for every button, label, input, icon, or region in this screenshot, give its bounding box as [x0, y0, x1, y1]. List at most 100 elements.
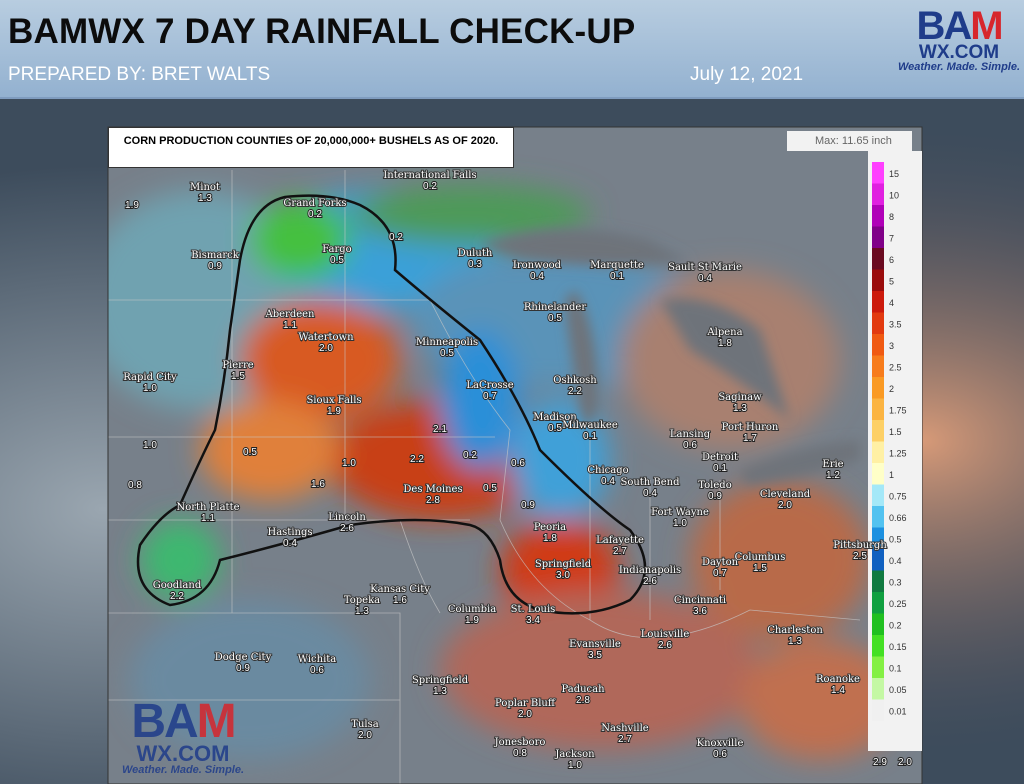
city-rainfall: 0.4	[643, 488, 657, 499]
city-name: Knoxville	[697, 738, 744, 749]
legend-swatch	[872, 162, 884, 184]
city-rainfall: 0.2	[423, 181, 437, 192]
city-rainfall: 2.7	[613, 546, 627, 557]
city-name: Milwaukee	[562, 420, 618, 431]
legend-swatch	[872, 420, 884, 442]
city-name: Lincoln	[328, 512, 366, 523]
city-name: South Bend	[620, 477, 680, 488]
legend-label: 2	[889, 384, 894, 394]
city-rainfall: 0.4	[698, 273, 712, 284]
city-name: Sault St Marie	[668, 262, 742, 273]
map	[108, 127, 922, 784]
legend-swatch	[872, 334, 884, 356]
legend-swatch	[872, 570, 884, 592]
city-name: Pittsburgh	[833, 540, 887, 551]
city-name: Goodland	[153, 580, 202, 591]
legend-swatch	[872, 635, 884, 657]
city-rainfall: 2.5	[853, 551, 867, 562]
rainfall-value: 0.8	[128, 480, 142, 491]
legend-label: 1.5	[889, 427, 902, 437]
city-rainfall: 0.4	[601, 476, 615, 487]
rainfall-value: 2.0	[898, 757, 912, 768]
city-rainfall: 0.7	[713, 568, 727, 579]
legend-swatch	[872, 248, 884, 270]
title: BAMWX 7 DAY RAINFALL CHECK-UP	[8, 12, 636, 51]
city-rainfall: 1.0	[568, 760, 582, 771]
city-name: Evansville	[569, 639, 621, 650]
legend-label: 15	[889, 169, 899, 179]
legend-swatch	[872, 527, 884, 549]
legend-label: 0.15	[889, 642, 907, 652]
city-rainfall: 1.3	[198, 193, 212, 204]
city-rainfall: 0.1	[713, 463, 727, 474]
legend-label: 7	[889, 233, 894, 243]
legend-label: 0.01	[889, 706, 907, 716]
city-name: Cleveland	[760, 489, 811, 500]
city-name: Topeka	[344, 595, 380, 606]
city-name: Springfield	[412, 675, 469, 686]
legend-swatch	[872, 291, 884, 313]
city-name: Madison	[533, 412, 577, 423]
city-name: Detroit	[702, 452, 738, 463]
city-name: Ironwood	[513, 260, 562, 271]
rainfall-value: 0.9	[521, 500, 535, 511]
city-name: Columbus	[735, 552, 786, 563]
city-name: Watertown	[298, 332, 354, 343]
city-rainfall: 1.9	[465, 615, 479, 626]
city-name: Duluth	[458, 248, 493, 259]
legend-label: 5	[889, 276, 894, 286]
city-name: Louisville	[641, 629, 690, 640]
city-name: Columbia	[448, 604, 496, 615]
city-rainfall: 1.3	[733, 403, 747, 414]
city-rainfall: 1.4	[831, 685, 845, 696]
city-rainfall: 0.6	[713, 749, 727, 760]
logo: BAM WX.COM Weather. Made. Simple.	[896, 6, 1022, 73]
city-name: Springfield	[535, 559, 592, 570]
city-rainfall: 1.0	[673, 518, 687, 529]
city-rainfall: 1.8	[718, 338, 732, 349]
city-name: Tulsa	[351, 719, 378, 730]
legend-swatch	[872, 549, 884, 571]
rainfall-value: 2.1	[433, 424, 447, 435]
watermark-logo: BAM WX.COM Weather. Made. Simple.	[108, 698, 258, 776]
city-name: Dayton	[702, 557, 739, 568]
rainfall-value: 0.2	[463, 450, 477, 461]
legend-label: 3.5	[889, 319, 902, 329]
city-rainfall: 2.6	[658, 640, 672, 651]
city-name: Chicago	[587, 465, 628, 476]
city-name: Fort Wayne	[651, 507, 709, 518]
legend-label: 0.75	[889, 491, 907, 501]
city-name: Charleston	[767, 625, 823, 636]
city-rainfall: 2.0	[518, 709, 532, 720]
rainfall-value: 0.6	[511, 458, 525, 469]
legend-label: 10	[889, 190, 899, 200]
legend-swatch	[872, 678, 884, 700]
city-rainfall: 1.3	[355, 606, 369, 617]
legend-swatch	[872, 463, 884, 485]
city-name: Bismarck	[191, 250, 240, 261]
city-rainfall: 1.3	[788, 636, 802, 647]
city-name: Des Moines	[403, 484, 462, 495]
city-name: Grand Forks	[283, 198, 346, 209]
city-rainfall: 2.2	[568, 386, 582, 397]
legend-swatch	[872, 656, 884, 678]
city-name: Wichita	[298, 654, 337, 665]
legend-label: 6	[889, 255, 894, 265]
city-rainfall: 2.6	[643, 576, 657, 587]
legend-label: 1.75	[889, 405, 907, 415]
city-rainfall: 2.8	[576, 695, 590, 706]
legend-swatch	[872, 377, 884, 399]
logo-site: WX.COM	[136, 741, 230, 766]
city-rainfall: 3.6	[693, 606, 707, 617]
city-name: Erie	[822, 459, 843, 470]
city-rainfall: 1.1	[201, 513, 215, 524]
city-rainfall: 3.0	[556, 570, 570, 581]
city-name: Port Huron	[722, 422, 779, 433]
city-rainfall: 2.0	[319, 343, 333, 354]
rainfall-value: 0.2	[389, 232, 403, 243]
prepared-by: PREPARED BY: BRET WALTS	[8, 64, 271, 85]
city-rainfall: 1.6	[393, 595, 407, 606]
logo-site: WX.COM	[918, 42, 1000, 63]
city-rainfall: 0.6	[683, 440, 697, 451]
